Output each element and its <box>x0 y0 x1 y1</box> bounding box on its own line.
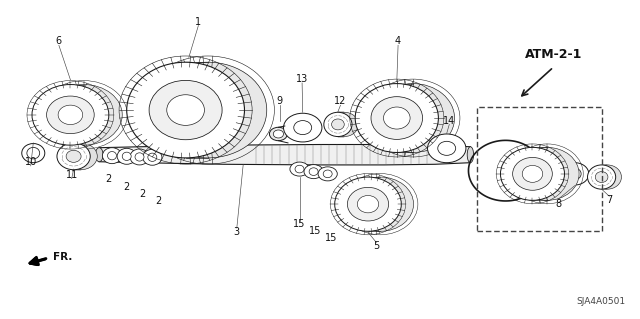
Ellipse shape <box>348 187 388 221</box>
Text: 15: 15 <box>293 219 306 229</box>
Text: 15: 15 <box>325 233 338 243</box>
Text: 7: 7 <box>606 195 612 205</box>
Ellipse shape <box>108 152 116 160</box>
Polygon shape <box>99 145 470 165</box>
Ellipse shape <box>167 95 204 125</box>
Ellipse shape <box>371 84 454 152</box>
Ellipse shape <box>269 127 287 141</box>
Ellipse shape <box>309 168 318 175</box>
Ellipse shape <box>371 97 422 139</box>
Text: 8: 8 <box>555 198 561 209</box>
Ellipse shape <box>500 147 564 200</box>
Ellipse shape <box>595 172 608 182</box>
Ellipse shape <box>290 162 309 176</box>
Ellipse shape <box>148 153 157 161</box>
Ellipse shape <box>383 107 410 129</box>
Ellipse shape <box>273 130 284 138</box>
Text: ATM-2-1: ATM-2-1 <box>525 48 582 61</box>
Text: 6: 6 <box>56 36 62 46</box>
Ellipse shape <box>58 105 83 124</box>
Ellipse shape <box>318 167 337 181</box>
Ellipse shape <box>332 119 344 130</box>
Text: 15: 15 <box>309 226 322 236</box>
Text: 12: 12 <box>334 96 347 107</box>
Ellipse shape <box>149 80 222 140</box>
Ellipse shape <box>568 168 581 180</box>
Text: 2: 2 <box>123 182 129 192</box>
Text: 11: 11 <box>65 170 78 180</box>
Text: 2: 2 <box>139 189 145 199</box>
Ellipse shape <box>47 96 94 134</box>
Ellipse shape <box>45 85 122 145</box>
Ellipse shape <box>355 84 438 152</box>
Text: 1: 1 <box>195 17 202 27</box>
Ellipse shape <box>588 165 616 189</box>
Ellipse shape <box>117 148 136 164</box>
Text: 4: 4 <box>395 36 401 46</box>
Ellipse shape <box>522 165 543 182</box>
Text: 14: 14 <box>443 115 456 126</box>
Ellipse shape <box>284 113 322 142</box>
Bar <box>477 107 602 231</box>
Ellipse shape <box>295 165 304 173</box>
Ellipse shape <box>27 147 40 159</box>
Ellipse shape <box>130 149 149 165</box>
Ellipse shape <box>149 62 267 158</box>
Ellipse shape <box>22 144 45 163</box>
Text: FR.: FR. <box>53 252 72 262</box>
Ellipse shape <box>438 141 456 155</box>
Text: 3: 3 <box>234 227 240 237</box>
Ellipse shape <box>335 177 401 231</box>
Text: 13: 13 <box>296 74 308 84</box>
Text: 9: 9 <box>276 96 283 107</box>
Ellipse shape <box>304 165 323 179</box>
Text: SJA4A0501: SJA4A0501 <box>577 297 626 306</box>
Text: 5: 5 <box>373 241 380 251</box>
Ellipse shape <box>102 148 122 164</box>
Text: 2: 2 <box>156 196 162 206</box>
Ellipse shape <box>561 163 589 185</box>
Ellipse shape <box>95 148 103 162</box>
Ellipse shape <box>513 158 552 190</box>
Ellipse shape <box>135 153 144 161</box>
Ellipse shape <box>428 134 466 163</box>
Ellipse shape <box>294 121 312 135</box>
Ellipse shape <box>143 149 162 165</box>
Ellipse shape <box>57 143 90 170</box>
Ellipse shape <box>324 112 352 137</box>
Ellipse shape <box>593 165 621 189</box>
Ellipse shape <box>330 112 358 137</box>
Ellipse shape <box>357 196 379 213</box>
Ellipse shape <box>32 85 109 145</box>
Ellipse shape <box>323 170 332 178</box>
Ellipse shape <box>347 177 413 231</box>
Ellipse shape <box>66 150 81 162</box>
Ellipse shape <box>64 143 97 170</box>
Ellipse shape <box>467 147 474 163</box>
Ellipse shape <box>515 147 579 200</box>
Ellipse shape <box>122 152 131 160</box>
Text: 2: 2 <box>106 174 112 184</box>
Ellipse shape <box>127 62 244 158</box>
Text: 10: 10 <box>24 157 37 167</box>
